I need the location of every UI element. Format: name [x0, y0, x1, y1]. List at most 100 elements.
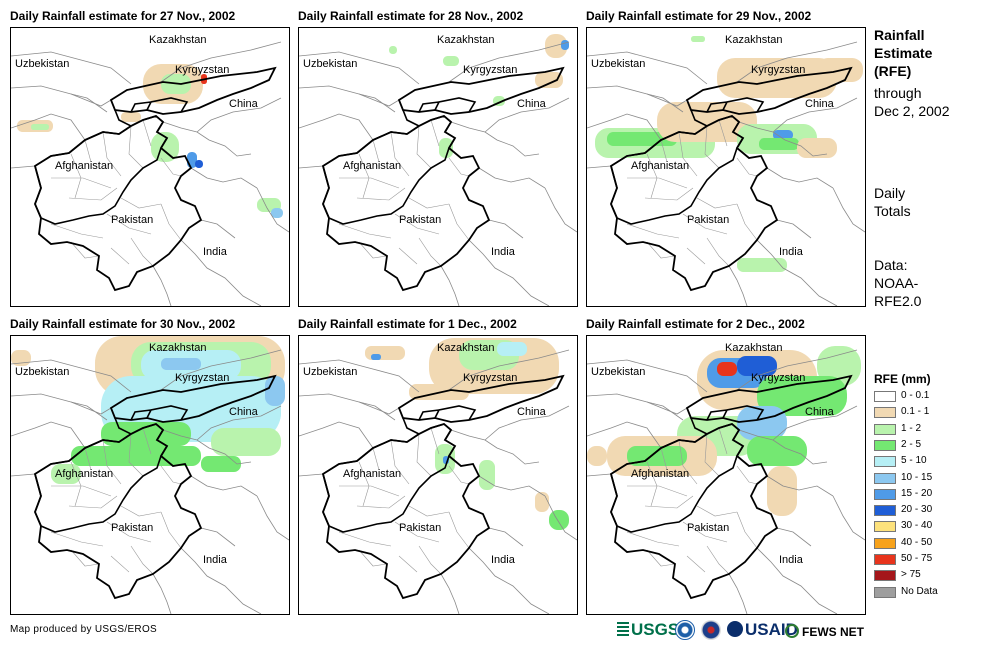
country-label-uzbekistan: Uzbekistan — [15, 366, 70, 378]
neighbor-border — [772, 97, 858, 133]
rainfall-area — [439, 138, 453, 158]
neighbor-border — [772, 405, 858, 441]
rainfall-area — [535, 492, 549, 512]
province-border — [390, 439, 410, 485]
province-border — [394, 521, 440, 543]
legend-swatch — [874, 472, 896, 484]
neighbor-border — [544, 187, 577, 233]
province-border — [704, 125, 720, 169]
map-canvas — [11, 41, 289, 306]
country-label-uzbekistan: Uzbekistan — [591, 366, 646, 378]
rainfall-area — [737, 356, 777, 376]
neighbor-border — [162, 429, 252, 465]
province-border — [70, 241, 100, 259]
province-border — [736, 511, 758, 549]
country-label-china: China — [805, 98, 834, 110]
province-border — [718, 119, 728, 147]
rainfall-map: Kazakhstan Uzbekistan Kyrgyzstan China Afgha… — [10, 335, 290, 615]
country-label-kazakhstan: Kazakhstan — [725, 34, 783, 46]
neighbor-border — [756, 239, 838, 306]
province-border — [418, 237, 442, 267]
rainfall-area — [201, 456, 241, 472]
daily-line: Totals — [874, 203, 911, 219]
province-border — [736, 465, 758, 485]
province-border — [390, 131, 410, 177]
province-border — [50, 223, 104, 239]
rainfall-area — [545, 34, 567, 58]
country-label-india: India — [491, 554, 515, 566]
map-canvas — [11, 336, 289, 614]
neighbor-border — [190, 475, 258, 497]
tajikistan-border — [402, 405, 477, 435]
rainfall-area — [71, 446, 201, 466]
legend-label: 20 - 30 — [901, 504, 933, 516]
country-label-india: India — [203, 554, 227, 566]
province-border — [448, 203, 470, 241]
province-border — [678, 131, 698, 177]
map-canvas — [587, 346, 865, 614]
country-label-pakistan: Pakistan — [687, 214, 730, 226]
rainfall-area — [549, 510, 569, 530]
country-label-china: China — [517, 406, 546, 418]
rainfall-area — [51, 464, 81, 484]
legend-swatch — [874, 505, 896, 517]
kyrgyzstan-border — [109, 374, 277, 423]
neighbor-border — [587, 51, 708, 85]
neighbor-border — [358, 401, 396, 421]
panel-title: Daily Rainfall estimate for 28 Nov., 200… — [298, 9, 524, 23]
rainfall-area — [479, 460, 495, 490]
province-border — [696, 505, 738, 517]
neighbor-border — [484, 97, 570, 133]
rainfall-map: Kazakhstan Uzbekistan Kyrgyzstan China Afgha… — [10, 27, 290, 307]
province-border — [142, 427, 152, 455]
neighbor-border — [299, 165, 324, 169]
neighbor-border — [162, 121, 252, 157]
province-border — [84, 139, 92, 163]
usgs-logo: USGS — [617, 620, 679, 640]
rainfall-area — [443, 56, 459, 66]
country-label-kyrgyzstan: Kyrgyzstan — [463, 372, 518, 384]
map-canvas — [299, 34, 577, 306]
kyrgyzstan-border — [109, 66, 277, 115]
neighbor-border — [299, 421, 374, 449]
neighbor-border — [587, 473, 612, 477]
province-border — [120, 197, 162, 209]
neighbor-border — [738, 429, 828, 465]
province-border — [678, 439, 698, 485]
title-line: Rainfall — [874, 27, 925, 43]
daily-totals: Daily Totals — [874, 184, 911, 220]
country-label-uzbekistan: Uzbekistan — [591, 58, 646, 70]
neighbor-border — [448, 41, 570, 83]
province-border — [416, 125, 432, 169]
neighbor-border — [256, 187, 289, 233]
country-label-afghanistan: Afghanistan — [55, 160, 114, 172]
rainfall-map: Kazakhstan Uzbekistan Kyrgyzstan China Afgha… — [298, 335, 578, 615]
province-border — [718, 427, 728, 455]
legend-swatch — [874, 407, 896, 419]
rainfall-area — [737, 258, 787, 272]
neighbor-border — [646, 93, 684, 113]
through-date: through Dec 2, 2002 — [874, 84, 950, 120]
legend-label: 50 - 75 — [901, 553, 933, 564]
kyrgyzstan-border — [397, 66, 565, 115]
daily-line: Daily — [874, 185, 906, 201]
legend-label: > 75 — [901, 569, 921, 581]
rainfall-area — [757, 376, 847, 416]
neighbor-border — [587, 165, 612, 169]
province-border — [106, 213, 152, 235]
usaid-logo: USAID — [727, 620, 798, 640]
panel-title: Daily Rainfall estimate for 29 Nov., 200… — [586, 9, 812, 23]
country-label-kyrgyzstan: Kyrgyzstan — [463, 64, 518, 76]
legend-swatch — [874, 456, 896, 468]
province-border — [51, 485, 112, 497]
tajikistan-border — [114, 405, 189, 435]
province-border — [644, 187, 694, 201]
neighbor-border — [832, 495, 865, 541]
rainfall-area — [497, 342, 527, 356]
neighbor-border — [736, 349, 858, 391]
country-label-kyrgyzstan: Kyrgyzstan — [751, 64, 806, 76]
neighbor-border — [11, 165, 36, 169]
country-label-china: China — [229, 98, 258, 110]
rainfall-area — [607, 132, 677, 146]
rainfall-area — [759, 138, 799, 150]
